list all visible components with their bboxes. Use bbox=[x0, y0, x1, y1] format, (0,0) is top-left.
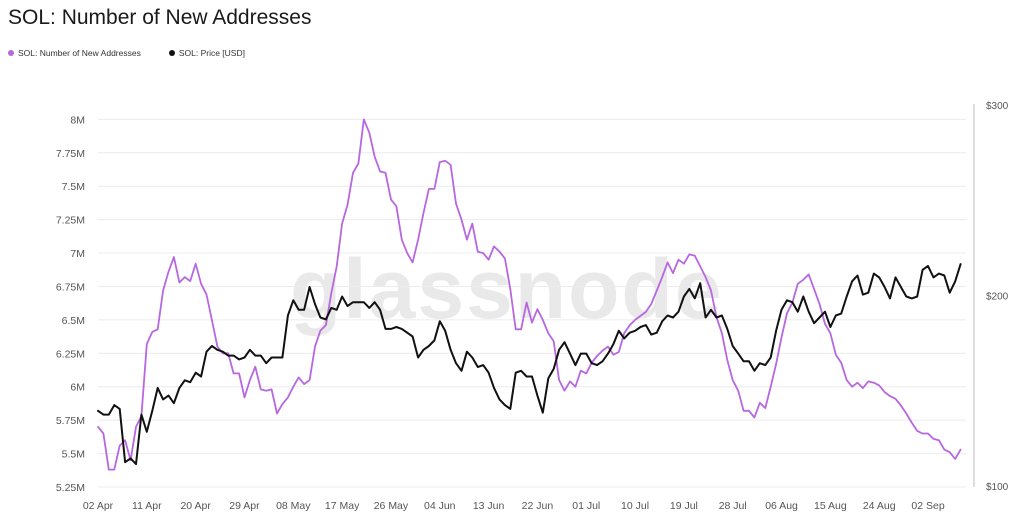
x-tick-label: 19 Jul bbox=[670, 500, 698, 512]
y-left-tick-label: 5.25M bbox=[56, 482, 85, 494]
watermark-text: glassnode bbox=[290, 242, 723, 336]
y-left-tick-label: 5.5M bbox=[62, 449, 85, 461]
x-tick-label: 04 Jun bbox=[424, 500, 456, 512]
x-tick-label: 08 May bbox=[276, 500, 311, 512]
y-left-tick-label: 7.5M bbox=[62, 181, 85, 193]
y-left-tick-label: 6M bbox=[70, 382, 85, 394]
y-left-tick-label: 5.75M bbox=[56, 415, 85, 427]
series-line-new-addresses bbox=[97, 118, 962, 471]
x-tick-label: 06 Aug bbox=[765, 500, 798, 512]
legend: SOL: Number of New Addresses SOL: Price … bbox=[8, 48, 245, 58]
y-left-tick-label: 7.25M bbox=[56, 215, 85, 227]
x-tick-label: 01 Jul bbox=[572, 500, 600, 512]
y-left-tick-label: 7M bbox=[70, 248, 85, 260]
y-left-tick-label: 6.25M bbox=[56, 348, 85, 360]
x-tick-label: 22 Jun bbox=[522, 500, 554, 512]
y-right-tick-label: $100 bbox=[986, 482, 1009, 493]
legend-swatch-price bbox=[168, 50, 175, 56]
x-tick-label: 02 Sep bbox=[911, 500, 944, 512]
legend-swatch-new-addresses bbox=[8, 50, 14, 56]
legend-item-price[interactable]: SOL: Price [USD] bbox=[168, 48, 245, 58]
x-tick-label: 20 Apr bbox=[180, 500, 211, 512]
x-tick-label: 28 Jul bbox=[719, 500, 747, 512]
series-line-price bbox=[97, 263, 962, 466]
x-tick-label: 24 Aug bbox=[863, 500, 896, 512]
y-left-tick-label: 7.75M bbox=[56, 148, 85, 160]
x-tick-label: 11 Apr bbox=[132, 500, 162, 512]
legend-item-new-addresses[interactable]: SOL: Number of New Addresses bbox=[8, 48, 141, 58]
y-right-tick-label: $300 bbox=[986, 101, 1009, 112]
y-left-tick-label: 6.75M bbox=[56, 281, 85, 293]
x-tick-label: 17 May bbox=[325, 500, 360, 512]
legend-label-price: SOL: Price [USD] bbox=[178, 48, 245, 58]
x-tick-label: 26 May bbox=[374, 500, 409, 512]
y-left-tick-label: 6.5M bbox=[62, 315, 85, 327]
chart-title: SOL: Number of New Addresses bbox=[8, 6, 312, 29]
x-tick-label: 02 Apr bbox=[83, 500, 114, 512]
y-left-tick-label: 8M bbox=[70, 114, 85, 126]
x-tick-label: 13 Jun bbox=[473, 500, 505, 512]
x-tick-label: 29 Apr bbox=[229, 500, 260, 512]
x-tick-label: 15 Aug bbox=[814, 500, 847, 512]
y-right-tick-label: $200 bbox=[986, 292, 1009, 303]
legend-label-new-addresses: SOL: Number of New Addresses bbox=[18, 48, 141, 58]
x-tick-label: 10 Jul bbox=[621, 500, 649, 512]
